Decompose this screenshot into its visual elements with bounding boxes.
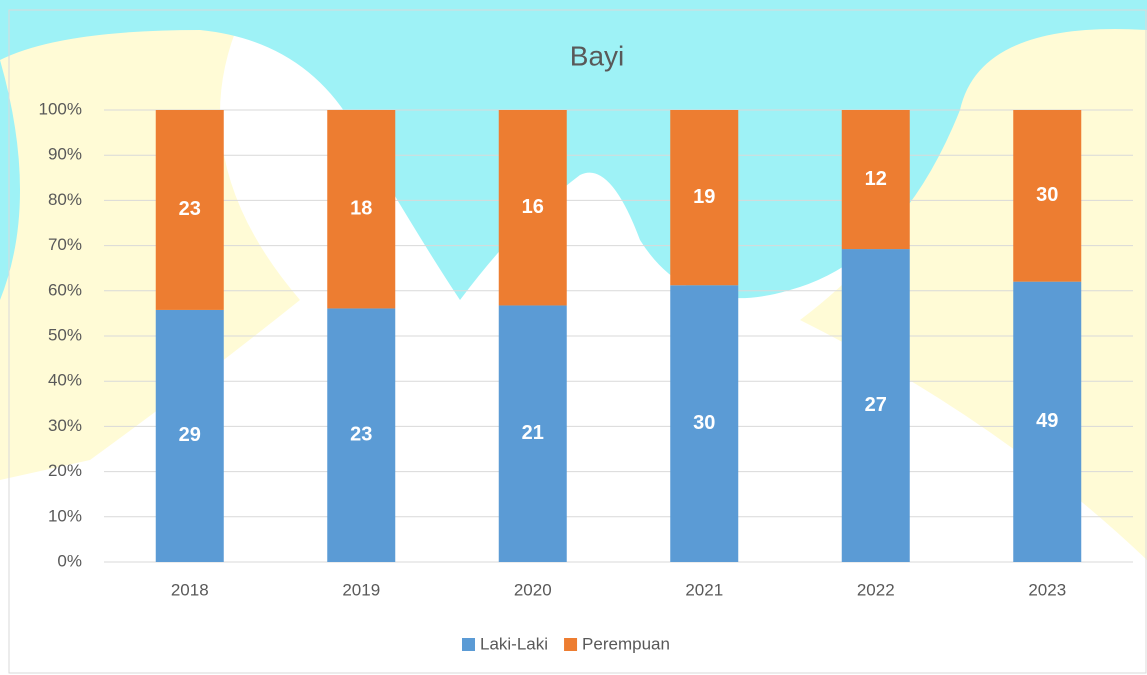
data-label: 23 bbox=[179, 198, 201, 220]
data-label: 19 bbox=[693, 186, 715, 208]
y-tick-label: 10% bbox=[48, 506, 82, 525]
y-tick-label: 0% bbox=[57, 551, 82, 570]
chart-title: Bayi bbox=[570, 40, 624, 71]
y-tick-label: 30% bbox=[48, 416, 82, 435]
y-tick-label: 100% bbox=[39, 99, 82, 118]
data-label: 16 bbox=[522, 196, 544, 218]
y-tick-label: 90% bbox=[48, 145, 82, 164]
watermark-shape bbox=[0, 20, 300, 480]
x-tick-label: 2023 bbox=[1028, 580, 1066, 599]
legend-label: Laki-Laki bbox=[480, 634, 548, 653]
data-label: 29 bbox=[179, 424, 201, 446]
y-tick-label: 40% bbox=[48, 371, 82, 390]
y-tick-label: 50% bbox=[48, 325, 82, 344]
legend-swatch bbox=[462, 638, 475, 651]
data-label: 12 bbox=[865, 168, 887, 190]
data-label: 27 bbox=[865, 394, 887, 416]
y-tick-label: 80% bbox=[48, 190, 82, 209]
chart: Bayi 0% 10% 20% 30% 40% 50% 60% 70% 80% 90% 100% 20… bbox=[0, 0, 1147, 675]
data-label: 30 bbox=[693, 412, 715, 434]
y-tick-label: 20% bbox=[48, 461, 82, 480]
data-label: 49 bbox=[1036, 410, 1058, 432]
legend-swatch bbox=[564, 638, 577, 651]
x-tick-label: 2020 bbox=[514, 580, 552, 599]
data-label: 30 bbox=[1036, 184, 1058, 206]
x-tick-label: 2022 bbox=[857, 580, 895, 599]
data-label: 23 bbox=[350, 424, 372, 446]
data-label: 21 bbox=[522, 422, 544, 444]
x-tick-label: 2021 bbox=[685, 580, 723, 599]
data-label: 18 bbox=[350, 198, 372, 220]
y-tick-label: 70% bbox=[48, 235, 82, 254]
x-tick-label: 2019 bbox=[342, 580, 380, 599]
y-tick-label: 60% bbox=[48, 280, 82, 299]
x-tick-label: 2018 bbox=[171, 580, 209, 599]
legend-label: Perempuan bbox=[582, 634, 670, 653]
